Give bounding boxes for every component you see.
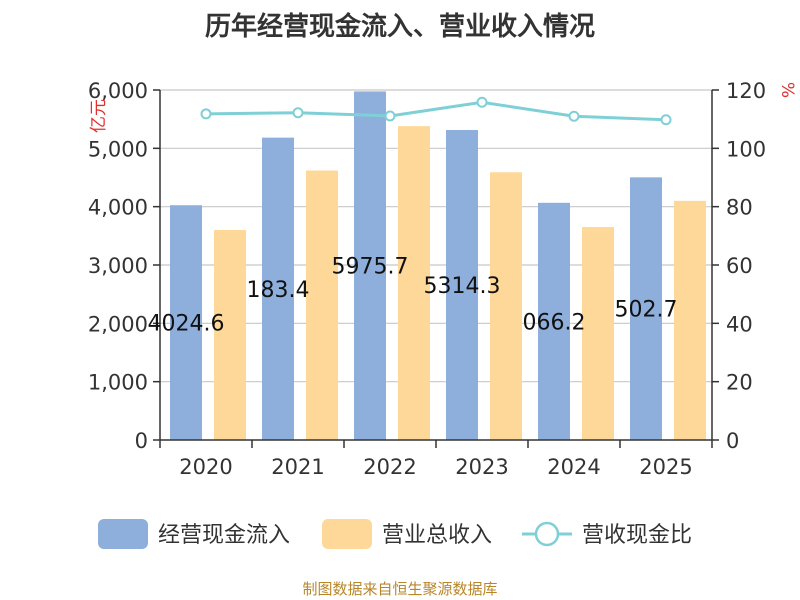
ratio-point: [568, 110, 580, 122]
bar-revenue: [306, 170, 338, 440]
data-label-cash-inflow: 4024.6: [148, 312, 225, 337]
data-labels: 4024.6 183.4 5975.7 5314.3 066.2 502.7: [148, 255, 678, 337]
x-tick-label: 2022: [363, 455, 416, 479]
left-axis-label: 亿元: [89, 99, 109, 133]
data-label-cash-inflow: 5314.3: [424, 274, 501, 299]
bar-cash-inflow: [354, 91, 386, 440]
left-tick-label: 1,000: [88, 371, 148, 395]
bar-cash-inflow: [446, 129, 478, 441]
data-label-cash-inflow: 5975.7: [332, 255, 409, 280]
right-tick-label: 120: [726, 79, 766, 103]
bar-cash-inflow: [538, 202, 570, 440]
legend: 经营现金流入 营业总收入 营收现金比: [98, 519, 692, 549]
left-tick-label: 5,000: [88, 137, 148, 161]
x-tick-label: 2024: [547, 455, 600, 479]
bar-revenue: [582, 227, 614, 440]
x-tick-label: 2025: [639, 455, 692, 479]
ratio-point: [476, 96, 488, 108]
data-label-cash-inflow: 502.7: [615, 298, 678, 323]
left-tick-label: 3,000: [88, 254, 148, 278]
legend-swatch-revenue: [322, 519, 372, 549]
legend-swatch-ratio-marker: [534, 521, 560, 547]
bar-revenue: [490, 172, 522, 440]
x-tick-label: 2021: [271, 455, 324, 479]
ratio-point: [292, 107, 304, 119]
right-tick-label: 0: [726, 429, 739, 453]
bar-revenue: [674, 200, 706, 440]
left-tick-label: 0: [135, 429, 148, 453]
ratio-line: [205, 100, 667, 122]
ratio-point: [384, 110, 396, 122]
right-tick-label: 100: [726, 137, 766, 161]
right-tick-label: 20: [726, 371, 753, 395]
bar-cash-inflow: [170, 205, 202, 440]
chart-title: 历年经营现金流入、营业收入情况: [204, 12, 595, 42]
right-tick-label: 80: [726, 196, 753, 220]
ratio-point: [200, 108, 212, 120]
left-tick-label: 6,000: [88, 79, 148, 103]
right-tick-label: 60: [726, 254, 753, 278]
bar-revenue: [214, 230, 246, 440]
left-tick-label: 2,000: [88, 312, 148, 336]
left-tick-label: 4,000: [88, 196, 148, 220]
axes: 0 1,000 2,000 3,000 4,000 5,000 6,000 0 20 40 60 80…: [88, 79, 797, 479]
bars-group: [170, 91, 706, 441]
data-label-cash-inflow: 066.2: [523, 310, 586, 335]
right-axis-label: %: [777, 82, 797, 98]
x-tick-label: 2020: [179, 455, 232, 479]
bar-cash-inflow: [262, 137, 294, 440]
right-tick-label: 40: [726, 312, 753, 336]
ratio-line-group: [200, 96, 672, 126]
legend-swatch-cash-inflow: [98, 519, 148, 549]
legend-label-revenue: 营业总收入: [382, 523, 492, 548]
bar-revenue: [398, 126, 430, 441]
x-tick-label: 2023: [455, 455, 508, 479]
ratio-point: [660, 114, 672, 126]
bar-cash-inflow: [630, 177, 662, 440]
legend-label-ratio: 营收现金比: [582, 523, 692, 548]
grid-lines: [160, 89, 712, 383]
source-note: 制图数据来自恒生聚源数据库: [302, 580, 498, 598]
legend-label-cash-inflow: 经营现金流入: [158, 523, 290, 548]
data-label-cash-inflow: 183.4: [247, 278, 310, 303]
